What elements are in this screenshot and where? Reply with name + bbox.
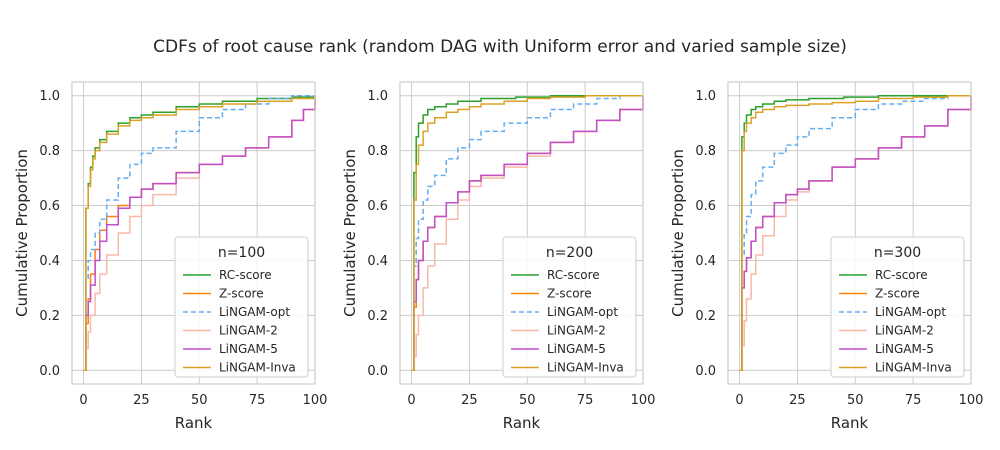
plot-frame [71, 81, 316, 385]
series-line-lingam-opt [411, 94, 643, 372]
chart-panel-2: 0 25 50 75 100 0.0 0.2 0.4 0.6 0.8 1.0 Rank Cumulati… [341, 81, 656, 432]
plot-frame [399, 81, 644, 385]
x-tick-label: 50 [847, 393, 864, 408]
y-tick-label: 0.8 [367, 144, 388, 159]
y-tick-label: 0.6 [39, 199, 60, 214]
legend-box [502, 236, 637, 378]
y-tick-label: 0.2 [695, 309, 716, 324]
legend-entry: LiNGAM-5 [219, 342, 278, 356]
x-tick-label: 25 [789, 393, 806, 408]
series-line-lingam-5 [411, 95, 644, 372]
x-tick-label: 0 [407, 393, 415, 408]
legend-entry: Z-score [875, 287, 920, 301]
x-tick-label: 50 [519, 393, 536, 408]
y-tick-label: 0.2 [367, 309, 388, 324]
legend-box [830, 236, 965, 378]
y-tick-label: 0.0 [367, 364, 388, 379]
legend-entry: LiNGAM-5 [875, 342, 934, 356]
legend-entry: RC-score [547, 268, 600, 282]
x-tick-label: 50 [191, 393, 208, 408]
y-axis-label: Cumulative Proportion [13, 149, 31, 317]
y-tick-label: 0.8 [39, 144, 60, 159]
series-line-lingam-5 [739, 95, 972, 372]
legend-entry: LiNGAM-Inva [219, 361, 296, 375]
y-tick-label: 1.0 [39, 89, 60, 104]
legend-entry: RC-score [219, 268, 272, 282]
legend-entry: LiNGAM-2 [219, 324, 278, 338]
legend-entry: LiNGAM-opt [875, 305, 946, 319]
legend-entry: LiNGAM-Inva [875, 361, 952, 375]
plot-frame [727, 81, 972, 385]
legend-entry: Z-score [547, 287, 592, 301]
series-line-lingam-5 [83, 95, 316, 372]
x-tick-label: 25 [133, 393, 150, 408]
y-tick-label: 0.4 [695, 254, 716, 269]
y-tick-label: 0.0 [39, 364, 60, 379]
legend-entry: LiNGAM-5 [547, 342, 606, 356]
series-line-lingam-opt [83, 94, 315, 372]
y-tick-label: 1.0 [367, 89, 388, 104]
legend-entry: LiNGAM-opt [219, 305, 290, 319]
chart-panel-1: 0 25 50 75 100 0.0 0.2 0.4 0.6 0.8 1.0 Rank Cumulati… [13, 81, 328, 432]
y-tick-label: 0.4 [367, 254, 388, 269]
legend-entry: LiNGAM-Inva [547, 361, 624, 375]
series-line-lingam-inva [411, 94, 643, 372]
legend-title: n=200 [546, 245, 593, 261]
x-tick-label: 100 [631, 393, 656, 408]
legend-entry: LiNGAM-2 [875, 324, 934, 338]
y-tick-label: 0.6 [367, 199, 388, 214]
legend-entry: LiNGAM-2 [547, 324, 606, 338]
y-tick-label: 0.4 [39, 254, 60, 269]
x-tick-label: 75 [577, 393, 594, 408]
x-tick-label: 100 [303, 393, 328, 408]
x-axis-label: Rank [831, 414, 869, 432]
figure-title: CDFs of root cause rank (random DAG with… [153, 37, 847, 57]
x-axis-label: Rank [503, 414, 541, 432]
x-tick-label: 25 [461, 393, 478, 408]
chart-panels: 0 25 50 75 100 0.0 0.2 0.4 0.6 0.8 1.0 Rank Cumulati… [13, 81, 984, 432]
chart-panel-3: 0 25 50 75 100 0.0 0.2 0.4 0.6 0.8 1.0 Rank Cumulati… [669, 81, 984, 432]
y-tick-label: 0.6 [695, 199, 716, 214]
y-axis-label: Cumulative Proportion [669, 149, 687, 317]
series-line-lingam-opt [739, 94, 971, 372]
y-tick-label: 0.0 [695, 364, 716, 379]
x-tick-label: 0 [79, 393, 87, 408]
x-tick-label: 0 [735, 393, 743, 408]
y-tick-label: 1.0 [695, 89, 716, 104]
legend-entry: LiNGAM-opt [547, 305, 618, 319]
series-line-lingam-inva [83, 95, 316, 372]
legend-entry: RC-score [875, 268, 928, 282]
y-tick-label: 0.8 [695, 144, 716, 159]
series-line-lingam-inva [739, 94, 971, 372]
legend-box [174, 236, 309, 378]
x-axis-label: Rank [175, 414, 213, 432]
y-tick-label: 0.2 [39, 309, 60, 324]
x-tick-label: 75 [905, 393, 922, 408]
y-axis-label: Cumulative Proportion [341, 149, 359, 317]
x-tick-label: 75 [249, 393, 266, 408]
legend-title: n=100 [218, 245, 265, 261]
series-line-rc-score [739, 94, 971, 372]
series-line-rc-score [411, 94, 643, 372]
legend-entry: Z-score [219, 287, 264, 301]
x-tick-label: 100 [959, 393, 984, 408]
legend-title: n=300 [874, 245, 921, 261]
